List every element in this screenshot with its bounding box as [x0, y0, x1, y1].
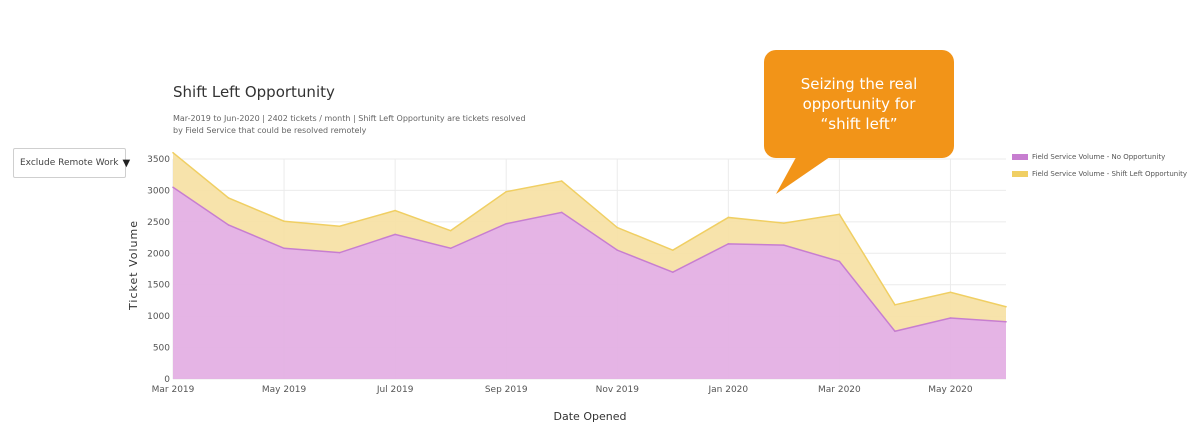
- data-point-no-opportunity: [894, 330, 896, 333]
- y-tick-label: 1500: [147, 281, 170, 291]
- chart-title: Shift Left Opportunity: [173, 83, 335, 101]
- data-point-no-opportunity: [1005, 321, 1007, 323]
- x-tick-label: Jan 2020: [708, 385, 749, 395]
- data-point-no-opportunity: [783, 244, 785, 246]
- data-point-shift-left: [283, 220, 285, 223]
- data-point-shift-left: [616, 226, 619, 229]
- series-line-shift-left: [172, 152, 1007, 308]
- callout-text: Seizing the real opportunity for “shift …: [800, 75, 918, 133]
- data-point-shift-left: [672, 249, 674, 251]
- legend-label-no-opportunity: Field Service Volume - No Opportunity: [1032, 152, 1166, 161]
- data-point-no-opportunity: [227, 224, 230, 226]
- data-point-shift-left: [338, 225, 341, 228]
- y-tick-label: 500: [153, 344, 170, 354]
- y-tick-label: 3000: [147, 186, 170, 196]
- x-tick-label: May 2019: [262, 385, 307, 395]
- caret-down-icon: ▼: [122, 157, 131, 169]
- data-point-no-opportunity: [449, 247, 452, 250]
- data-point-shift-left: [1005, 305, 1007, 308]
- callout-box: Seizing the real opportunity for “shift …: [764, 50, 954, 158]
- x-axis-ticks: Mar 2019 May 2019 Jul 2019 Sep 2019 Nov 2019…: [152, 385, 973, 395]
- data-point-shift-left: [449, 229, 452, 232]
- filter-dropdown-value: Exclude Remote Work: [20, 158, 119, 168]
- data-point-no-opportunity: [172, 186, 174, 189]
- data-point-shift-left: [838, 213, 841, 216]
- data-point-shift-left: [394, 209, 396, 212]
- data-point-no-opportunity: [672, 271, 674, 273]
- legend-item-no-opportunity[interactable]: Field Service Volume - No Opportunity: [1012, 148, 1187, 165]
- x-axis-title: Date Opened: [554, 410, 627, 423]
- data-point-no-opportunity: [394, 233, 396, 236]
- data-point-no-opportunity: [838, 260, 841, 263]
- x-tick-label: Nov 2019: [596, 385, 640, 395]
- filter-dropdown[interactable]: Exclude Remote Work ▼: [13, 148, 130, 178]
- legend-label-shift-left: Field Service Volume - Shift Left Opport…: [1032, 169, 1188, 178]
- data-point-no-opportunity: [949, 317, 952, 319]
- data-point-shift-left: [727, 216, 730, 219]
- y-tick-label: 2000: [147, 249, 170, 259]
- series-area-no-opportunity: [173, 187, 1006, 379]
- chart-subtitle: Mar-2019 to Jun-2020 | 2402 tickets / mo…: [173, 114, 526, 135]
- data-point-no-opportunity: [338, 251, 341, 254]
- data-point-shift-left: [172, 151, 174, 154]
- series-lines: [172, 151, 1007, 333]
- x-tick-label: Jul 2019: [376, 385, 414, 395]
- data-point-no-opportunity: [505, 222, 508, 225]
- data-point-no-opportunity: [616, 249, 619, 251]
- y-tick-label: 0: [164, 375, 170, 385]
- series-line-no-opportunity: [172, 186, 1007, 333]
- data-point-shift-left: [560, 180, 563, 182]
- data-point-no-opportunity: [283, 247, 285, 250]
- x-tick-label: Sep 2019: [485, 385, 528, 395]
- y-axis-ticks: 0 500 1000 1500 2000 2500 3000 3500: [147, 155, 170, 385]
- legend-swatch-no-opportunity: [1012, 153, 1028, 160]
- series-area-shift-left: [173, 152, 1006, 332]
- chart-legend: Field Service Volume - No Opportunity Fi…: [1012, 148, 1187, 182]
- y-tick-label: 2500: [147, 218, 170, 228]
- series-areas: [173, 152, 1006, 379]
- data-point-shift-left: [894, 304, 896, 306]
- y-axis-title: Ticket Volume: [127, 220, 140, 311]
- x-tick-label: Mar 2020: [818, 385, 861, 395]
- y-tick-label: 1000: [147, 312, 170, 322]
- data-point-shift-left: [949, 291, 952, 294]
- data-point-shift-left: [227, 197, 230, 199]
- data-point-shift-left: [505, 190, 508, 193]
- data-point-shift-left: [783, 222, 785, 224]
- legend-item-shift-left[interactable]: Field Service Volume - Shift Left Opport…: [1012, 165, 1187, 182]
- data-point-no-opportunity: [727, 243, 730, 245]
- x-tick-label: May 2020: [928, 385, 973, 395]
- y-tick-label: 3500: [147, 155, 170, 165]
- x-tick-label: Mar 2019: [152, 385, 195, 395]
- legend-swatch-shift-left: [1012, 170, 1028, 177]
- data-point-no-opportunity: [560, 211, 563, 214]
